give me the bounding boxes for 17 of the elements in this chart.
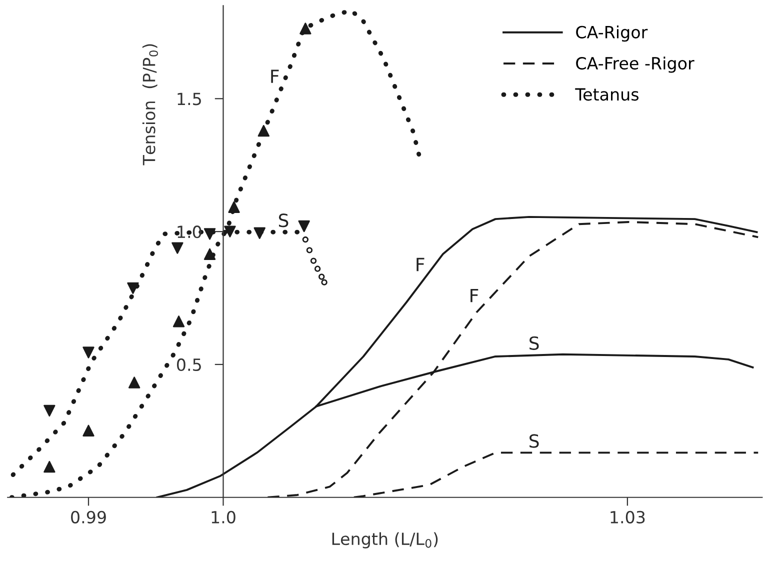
x-tick-label: 1.0	[212, 510, 236, 524]
legend-label: CA-Rigor	[576, 26, 648, 42]
y-tick-label: 1.0	[178, 226, 202, 238]
y-axis-title: Tension (P/P$_{0}$)	[142, 44, 158, 166]
annotation: S	[530, 336, 539, 350]
x-axis-title: Length (L/L$_{0}$)	[332, 532, 438, 548]
annotation: F	[271, 70, 279, 83]
annotation: S	[530, 434, 539, 448]
y-tick-label: 0.5	[176, 358, 201, 372]
y-tick-label: 1.5	[178, 92, 201, 106]
annotation: F	[416, 258, 424, 272]
x-tick-label: 1.03	[610, 510, 645, 524]
legend-label: Tetanus	[575, 88, 639, 101]
annotation: S	[278, 214, 288, 228]
x-tick-label: 0.99	[71, 510, 106, 524]
annotation: F	[470, 289, 478, 302]
legend-label: CA-Free -Rigor	[576, 56, 694, 73]
